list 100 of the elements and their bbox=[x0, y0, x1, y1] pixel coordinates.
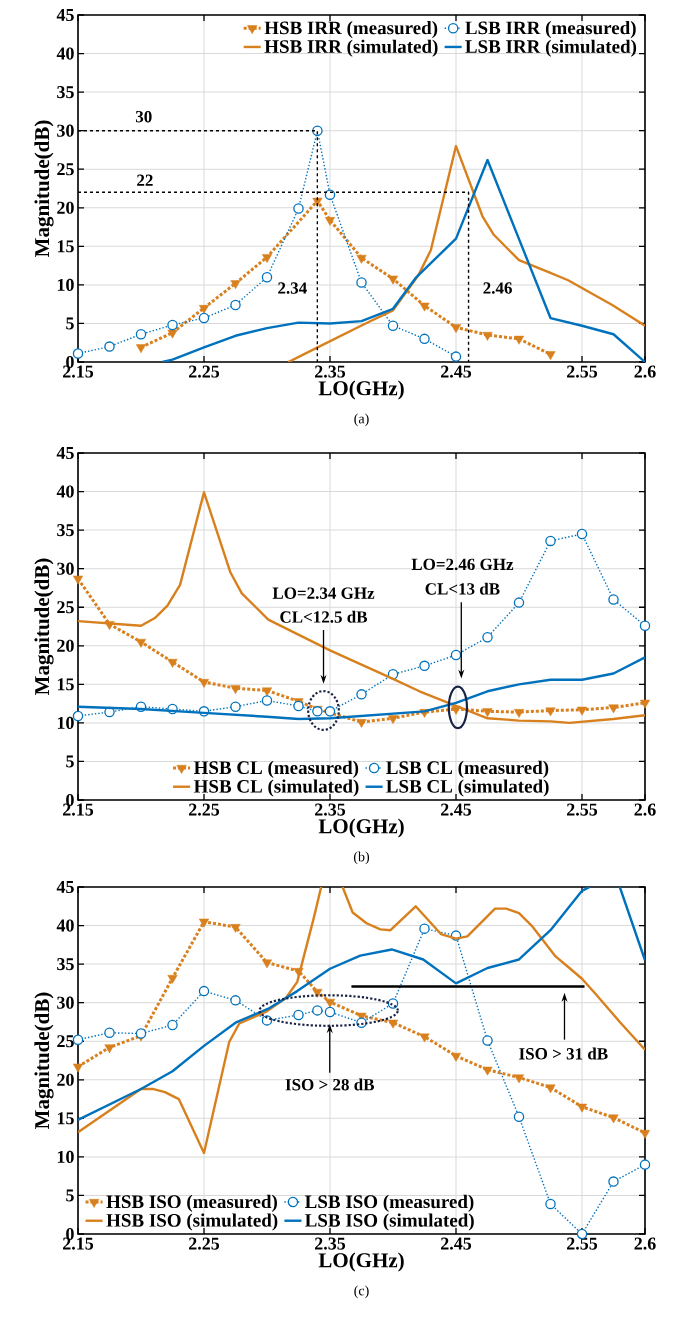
point bbox=[167, 319, 178, 331]
point bbox=[450, 649, 462, 661]
text: (b) bbox=[353, 851, 370, 865]
y-tick-label: 30 bbox=[57, 996, 74, 1009]
point bbox=[293, 203, 304, 214]
y-axis-title: Magnitude(dB) bbox=[34, 120, 54, 257]
point bbox=[482, 708, 493, 718]
point bbox=[230, 685, 241, 694]
point bbox=[261, 695, 273, 706]
y-tick-label: 40 bbox=[56, 485, 74, 498]
legend-label: LSB IRR (measured) bbox=[465, 20, 636, 39]
x-tick-label: 2.45 bbox=[441, 1237, 472, 1250]
point bbox=[104, 341, 115, 352]
point bbox=[167, 1019, 178, 1031]
point bbox=[72, 575, 84, 585]
point bbox=[72, 1063, 84, 1073]
point bbox=[104, 1027, 115, 1038]
point bbox=[482, 632, 493, 643]
point bbox=[198, 918, 210, 928]
point bbox=[482, 332, 493, 341]
point bbox=[450, 1052, 462, 1062]
point bbox=[324, 998, 336, 1008]
point bbox=[513, 597, 525, 608]
point bbox=[545, 1198, 556, 1210]
legend-label: HSB CL (measured) bbox=[193, 760, 359, 778]
point bbox=[135, 344, 147, 354]
point bbox=[72, 710, 84, 722]
point bbox=[639, 1129, 651, 1139]
legend-label: LSB CL (simulated) bbox=[386, 779, 549, 797]
point bbox=[387, 275, 399, 285]
y-tick-label: 35 bbox=[57, 86, 74, 99]
x-tick-label: 2.45 bbox=[441, 803, 472, 816]
point bbox=[167, 975, 178, 984]
legend-label: HSB IRR (measured) bbox=[264, 20, 438, 39]
legend-label: LSB ISO (simulated) bbox=[305, 1213, 474, 1231]
point bbox=[545, 1084, 556, 1094]
point bbox=[312, 125, 323, 136]
y-tick-label: 5 bbox=[66, 1189, 74, 1202]
x-tick-label: 2.35 bbox=[315, 803, 346, 816]
point bbox=[608, 1114, 619, 1124]
point bbox=[72, 348, 84, 359]
point bbox=[576, 528, 588, 540]
point bbox=[387, 1019, 399, 1029]
y-tick-label: 10 bbox=[57, 1150, 74, 1163]
point bbox=[293, 1009, 304, 1021]
point bbox=[167, 658, 178, 668]
y-tick-label: 30 bbox=[57, 124, 74, 137]
x-tick-label: 2.6 bbox=[634, 1237, 656, 1250]
y-tick-label: 20 bbox=[57, 201, 74, 214]
text: (c) bbox=[354, 1285, 369, 1299]
x-tick-label: 2.6 bbox=[634, 365, 656, 378]
annotation: ISO > 31 dB bbox=[519, 1047, 608, 1060]
point bbox=[513, 1074, 525, 1084]
x-tick-label: 2.55 bbox=[567, 803, 598, 816]
point bbox=[230, 280, 241, 290]
point bbox=[324, 189, 336, 200]
point bbox=[261, 271, 273, 283]
point bbox=[482, 1066, 493, 1076]
annotation: LO=2.46 GHz bbox=[411, 558, 514, 571]
point bbox=[419, 1033, 430, 1043]
point bbox=[356, 719, 367, 728]
point bbox=[608, 704, 619, 714]
point bbox=[576, 706, 588, 716]
x-tick-label: 2.25 bbox=[189, 365, 220, 378]
point bbox=[230, 995, 241, 1006]
point bbox=[198, 679, 210, 688]
point bbox=[198, 985, 210, 997]
point bbox=[513, 1111, 525, 1123]
point bbox=[639, 1159, 651, 1170]
x-axis-title: LO(GHz) bbox=[318, 1252, 404, 1272]
y-tick-label: 15 bbox=[57, 1112, 74, 1125]
point bbox=[639, 699, 651, 709]
legend-label: HSB CL (simulated) bbox=[193, 779, 359, 797]
point bbox=[419, 333, 430, 345]
x-axis-title: LO(GHz) bbox=[318, 818, 404, 838]
point bbox=[482, 1035, 493, 1046]
point bbox=[387, 715, 399, 725]
y-tick-label: 40 bbox=[56, 919, 74, 932]
point bbox=[198, 312, 210, 324]
y-tick-label: 30 bbox=[57, 562, 74, 575]
annotation: 30 bbox=[135, 110, 152, 123]
x-tick-label: 2.45 bbox=[441, 365, 472, 378]
y-axis-title: Magnitude(dB) bbox=[34, 992, 54, 1129]
annotation: 2.34 bbox=[278, 282, 307, 294]
line-series bbox=[161, 158, 645, 362]
y-tick-label: 10 bbox=[57, 278, 74, 291]
point bbox=[545, 707, 556, 717]
point bbox=[356, 254, 367, 264]
point bbox=[230, 299, 241, 311]
legend-label: LSB ISO (measured) bbox=[305, 1194, 474, 1212]
point bbox=[198, 305, 210, 314]
y-tick-label: 20 bbox=[57, 639, 74, 652]
point bbox=[104, 1044, 115, 1054]
point bbox=[387, 320, 399, 332]
y-tick-label: 5 bbox=[66, 755, 74, 768]
annotation: LO=2.34 GHz bbox=[272, 587, 375, 599]
x-tick-label: 2.55 bbox=[567, 365, 598, 378]
point bbox=[356, 689, 367, 700]
point bbox=[324, 706, 336, 717]
point bbox=[419, 923, 430, 934]
